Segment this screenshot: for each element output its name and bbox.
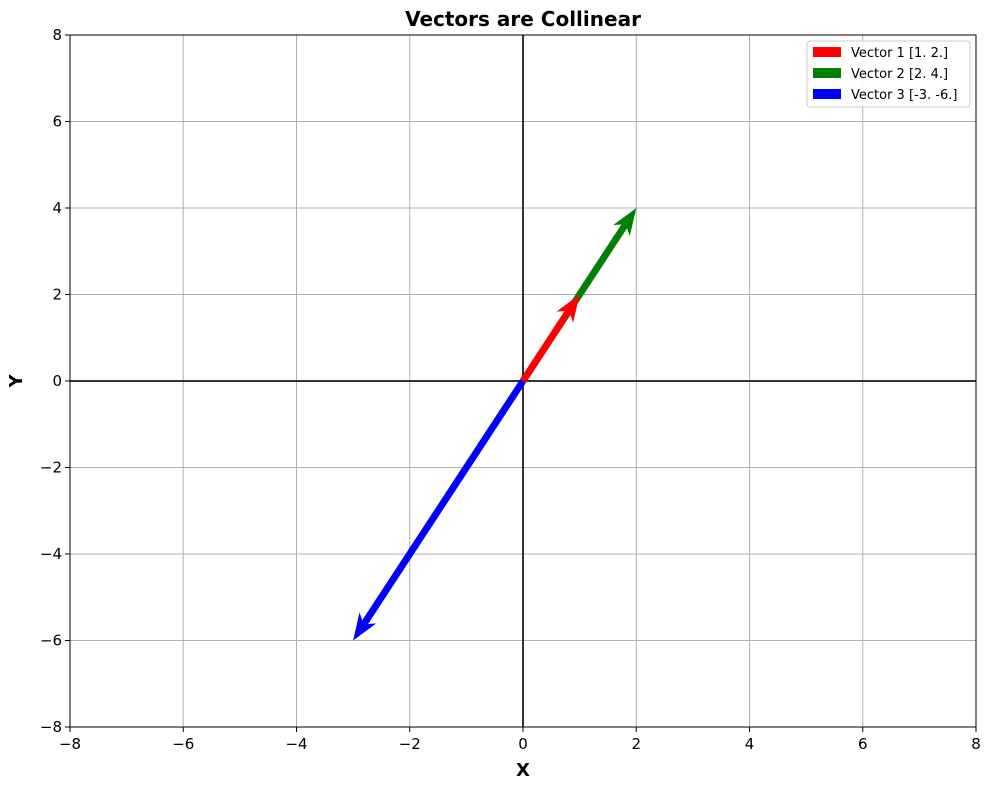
x-tick-label: 8	[971, 735, 981, 753]
x-tick-label: 6	[858, 735, 868, 753]
y-tick-label: 8	[52, 26, 62, 44]
x-tick-label: 4	[745, 735, 755, 753]
y-tick-label: −2	[40, 459, 62, 477]
legend-swatch-2	[813, 68, 841, 78]
legend-swatch-3	[813, 89, 841, 99]
y-tick-label: −6	[40, 632, 62, 650]
x-tick-label: 2	[631, 735, 641, 753]
y-tick-label: −4	[40, 545, 62, 563]
x-tick-label: −6	[172, 735, 194, 753]
y-tick-label: −8	[40, 718, 62, 736]
chart-title: Vectors are Collinear	[405, 7, 641, 31]
legend-label-2: Vector 2 [2. 4.]	[851, 67, 948, 82]
legend-frame	[806, 40, 971, 108]
vector-arrow-3	[353, 379, 526, 641]
legend-label-1: Vector 1 [1. 2.]	[851, 46, 948, 61]
y-axis-ticks: −8 −6 −4 −2 0 2 4 6 8	[40, 26, 70, 736]
y-axis-label: Y	[6, 374, 27, 389]
vector-arrow-1	[520, 294, 580, 383]
y-tick-label: 2	[52, 286, 62, 304]
x-tick-label: −2	[399, 735, 421, 753]
x-tick-label: 0	[518, 735, 528, 753]
legend-swatch-1	[813, 47, 841, 57]
legend-label-3: Vector 3 [-3. -6.]	[851, 88, 957, 103]
vector-arrows	[353, 208, 637, 641]
x-tick-label: −4	[285, 735, 307, 753]
y-tick-label: 0	[52, 372, 62, 390]
legend: Vector 1 [1. 2.] Vector 2 [2. 4.] Vector 3…	[806, 40, 971, 108]
x-axis-ticks: −8 −6 −4 −2 0 2 4 6 8	[59, 727, 981, 753]
x-tick-label: −8	[59, 735, 81, 753]
y-tick-label: 6	[52, 113, 62, 131]
y-tick-label: 4	[52, 199, 62, 217]
x-axis-label: X	[516, 760, 530, 781]
